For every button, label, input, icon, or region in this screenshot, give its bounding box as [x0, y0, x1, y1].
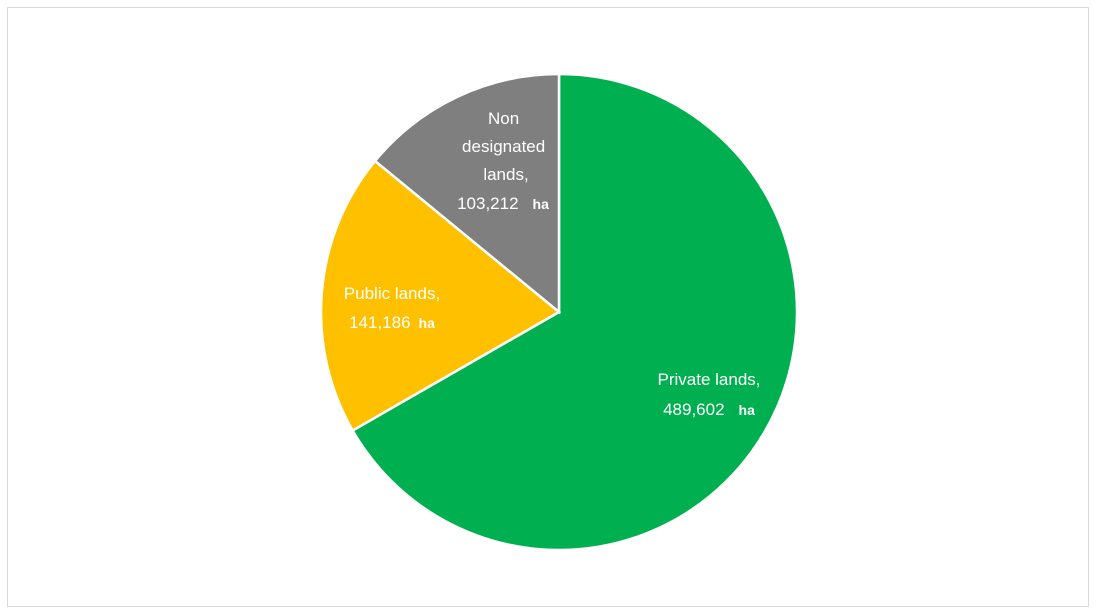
slice-value-nondesignated: 103,212 ha [457, 194, 549, 213]
public-value: 141,186 [349, 313, 410, 332]
nondesignated-unit: ha [533, 196, 550, 212]
pie-slices [319, 72, 799, 552]
pie-slice-1 [319, 159, 562, 433]
pie-slice-2 [373, 72, 561, 315]
private-value: 489,602 [663, 400, 724, 419]
slice-label-private: Private lands, [658, 370, 761, 389]
nondesignated-line-3: lands, [483, 165, 528, 184]
public-unit: ha [419, 315, 436, 331]
public-label-text: Public lands, [344, 284, 440, 303]
slice-value-public: 141,186 ha [349, 313, 435, 332]
private-unit: ha [739, 402, 756, 418]
pie-chart: Private lands, 489,602 ha Public lands, … [319, 72, 799, 552]
nondesignated-line-2: designated [462, 137, 545, 156]
chart-area: Private lands, 489,602 ha Public lands, … [7, 7, 1089, 607]
slice-value-private: 489,602 ha [663, 400, 755, 419]
nondesignated-line-1: Non [488, 109, 519, 128]
private-label-text: Private lands, [658, 370, 761, 389]
pie-slice-0 [350, 72, 799, 552]
slice-label-public: Public lands, [344, 284, 440, 303]
slice-label-nondesignated: Non designated lands, [462, 109, 550, 184]
nondesignated-value: 103,212 [457, 194, 518, 213]
